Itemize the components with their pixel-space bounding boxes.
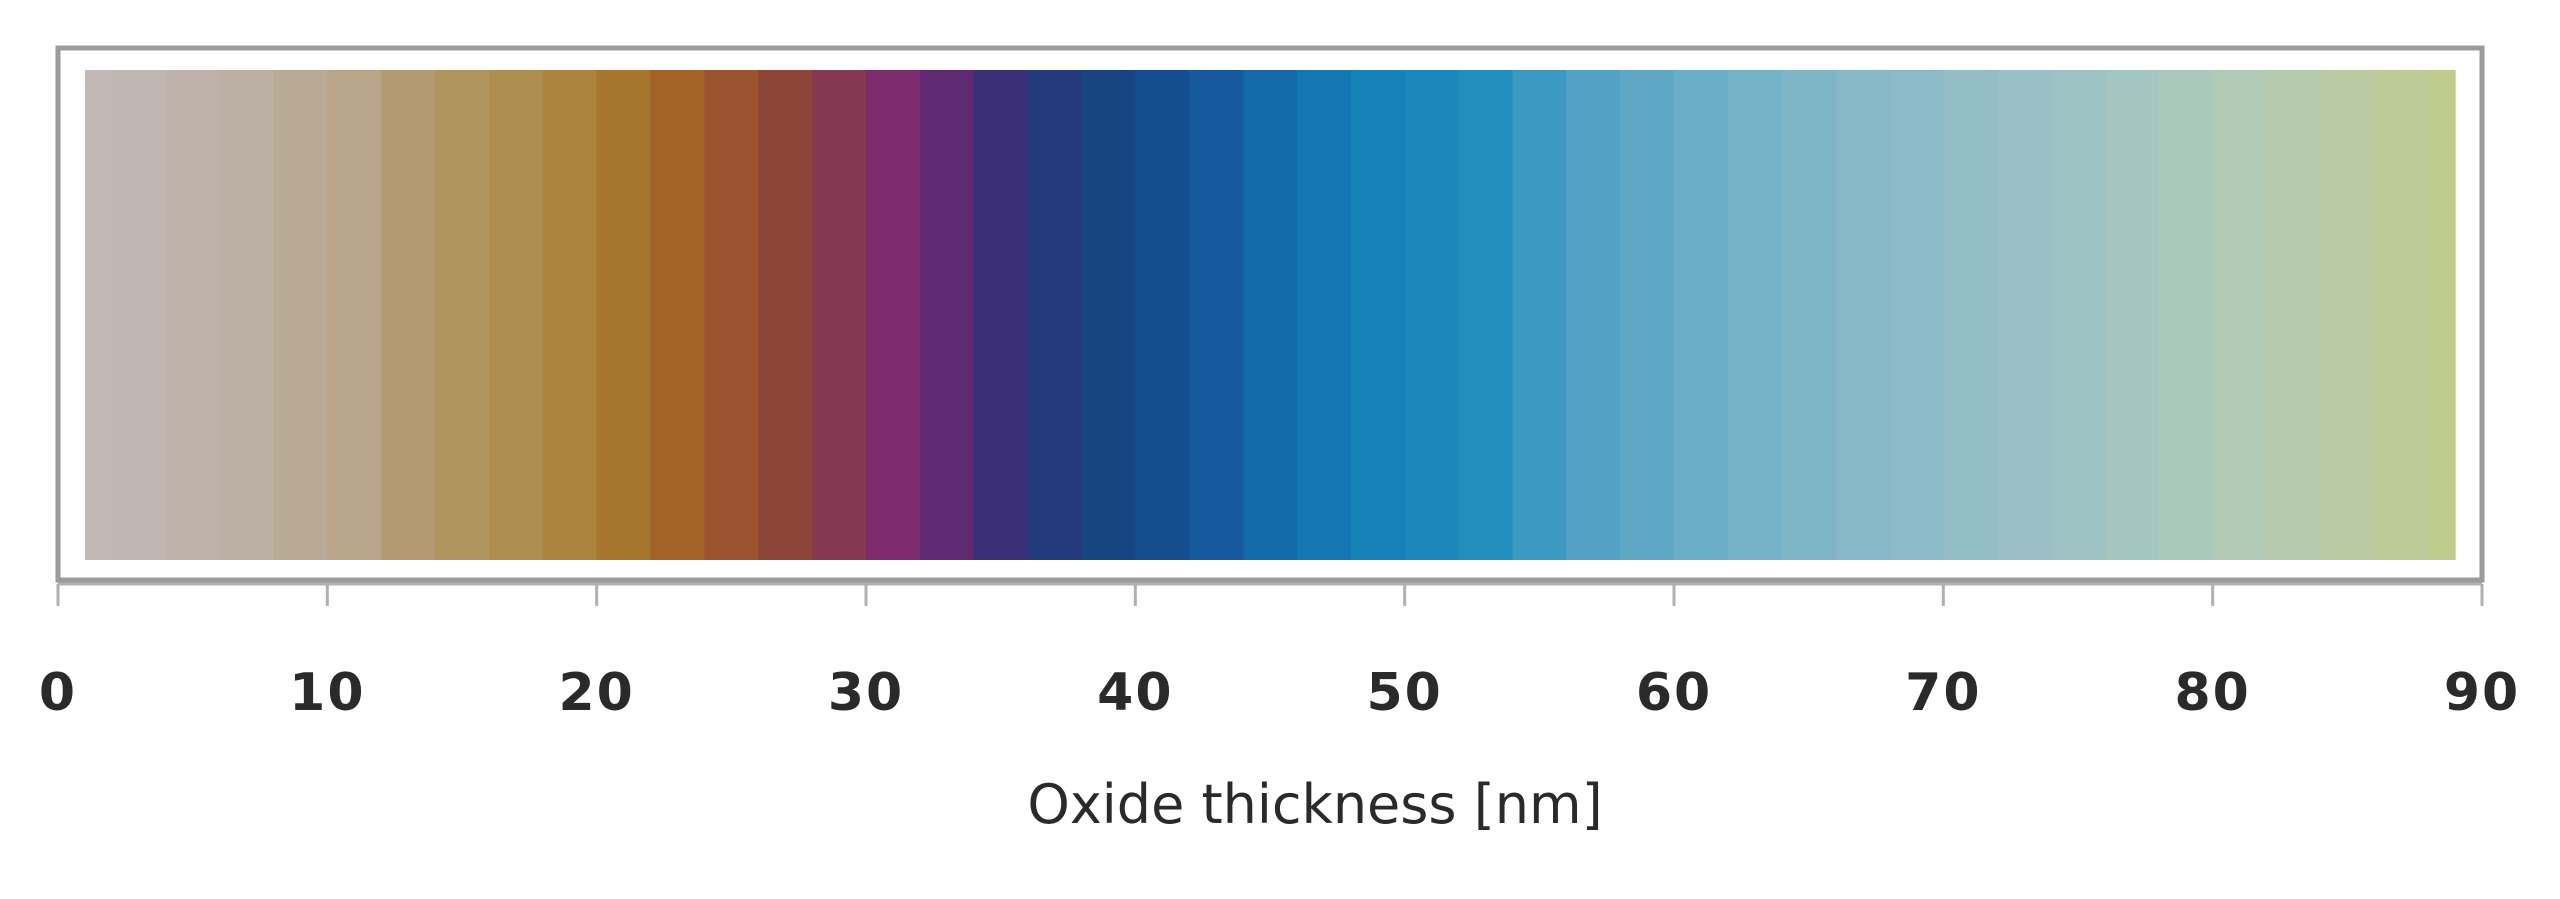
x-tick-label-20: 20	[558, 663, 634, 723]
color-band-7	[435, 70, 490, 560]
x-tick-label-70: 70	[1905, 663, 1981, 723]
color-band-1	[111, 70, 167, 560]
color-band-23	[1296, 70, 1352, 560]
color-band-34	[1889, 70, 1944, 560]
x-tick-label-80: 80	[2174, 663, 2250, 723]
color-band-17	[973, 70, 1029, 560]
color-band-43	[2374, 70, 2429, 560]
color-band-21	[1189, 70, 1244, 560]
color-band-31	[1727, 70, 1783, 560]
color-band-35	[1943, 70, 1998, 560]
color-band-18	[1027, 70, 1083, 560]
x-axis-title: Oxide thickness [nm]	[1027, 773, 1602, 836]
color-band-37	[2051, 70, 2106, 560]
color-band-22	[1243, 70, 1298, 560]
color-band-41	[2266, 70, 2321, 560]
color-band-9	[542, 70, 598, 560]
x-tick-label-90: 90	[2444, 663, 2520, 723]
color-band-32	[1781, 70, 1837, 560]
color-band-6	[381, 70, 436, 560]
color-band-40	[2212, 70, 2268, 560]
color-band-39	[2158, 70, 2214, 560]
color-band-25	[1404, 70, 1460, 560]
color-band-8	[488, 70, 544, 560]
color-band-19	[1081, 70, 1136, 560]
color-band-44	[2428, 70, 2456, 560]
color-band-11	[650, 70, 705, 560]
color-band-42	[2320, 70, 2375, 560]
color-band-29	[1620, 70, 1675, 560]
color-band-4	[273, 70, 328, 560]
color-band-15	[866, 70, 921, 560]
color-band-14	[812, 70, 867, 560]
color-band-13	[758, 70, 813, 560]
color-band-0	[84, 70, 113, 560]
color-band-20	[1135, 70, 1190, 560]
color-band-33	[1835, 70, 1891, 560]
x-tick-label-50: 50	[1366, 663, 1442, 723]
x-tick-label-10: 10	[289, 663, 365, 723]
color-band-27	[1512, 70, 1567, 560]
x-tick-label-0: 0	[39, 663, 77, 723]
x-tick-label-40: 40	[1097, 663, 1173, 723]
color-band-36	[1997, 70, 2052, 560]
color-bands	[84, 70, 2456, 560]
color-band-5	[327, 70, 382, 560]
color-band-2	[165, 70, 221, 560]
color-band-28	[1566, 70, 1621, 560]
x-tick-label-30: 30	[828, 663, 904, 723]
color-band-24	[1350, 70, 1406, 560]
color-band-10	[596, 70, 652, 560]
color-band-26	[1458, 70, 1513, 560]
x-axis-ticks: 0 10 20 30 40 50 60 70 80 90	[39, 584, 2520, 723]
color-band-16	[919, 70, 975, 560]
color-band-30	[1674, 70, 1729, 560]
color-band-38	[2104, 70, 2160, 560]
color-band-12	[704, 70, 759, 560]
x-tick-label-60: 60	[1636, 663, 1712, 723]
color-band-3	[219, 70, 275, 560]
